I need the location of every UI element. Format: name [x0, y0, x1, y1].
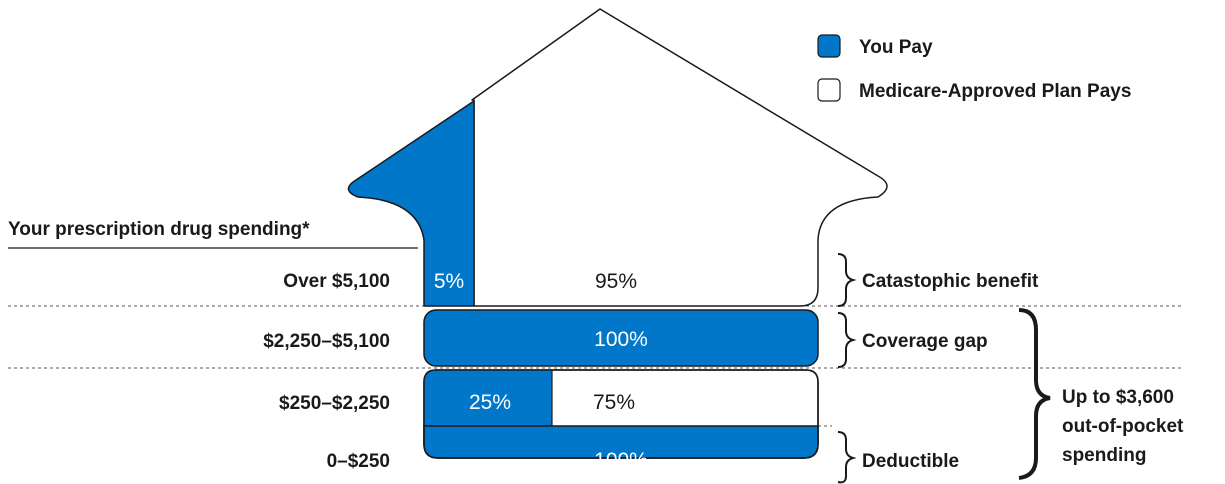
legend-swatch-you-pay [817, 34, 841, 58]
you-pay-percent: 100% [594, 449, 648, 472]
legend-swatch-plan-pays [817, 78, 841, 102]
spending-heading: Your prescription drug spending* [8, 219, 310, 240]
coverage-gap-label: Coverage gap [862, 331, 988, 352]
you-pay-percent: 5% [434, 270, 464, 293]
plan-pays-percent: 75% [593, 391, 635, 414]
you-pay-25-block [424, 370, 552, 426]
coverage-gap-brace [837, 312, 857, 368]
deductible-brace [837, 431, 857, 484]
tier-range-label: $250–$2,250 [279, 393, 390, 414]
catastrophic-label: Catastophic benefit [862, 271, 1039, 292]
deductible-label: Deductible [862, 451, 959, 472]
house-roof [471, 8, 888, 307]
legend-label-you-pay: You Pay [859, 37, 933, 58]
out-of-pocket-line: Up to $3,600 [1062, 387, 1174, 408]
you-pay-roof-column [347, 100, 475, 307]
catastrophic-brace [837, 253, 857, 307]
plan-pays-percent: 95% [595, 270, 637, 293]
tier-range-label: Over $5,100 [283, 271, 390, 292]
out-of-pocket-line: out-of-pocket [1062, 416, 1184, 437]
out-of-pocket-line: spending [1062, 445, 1146, 466]
tier-range-label: 0–$250 [327, 451, 390, 472]
out-of-pocket-brace [1018, 308, 1051, 480]
coverage-gap-bar [423, 309, 819, 367]
you-pay-percent: 25% [469, 391, 511, 414]
legend-label-plan-pays: Medicare-Approved Plan Pays [859, 81, 1131, 102]
tier-range-label: $2,250–$5,100 [263, 331, 390, 352]
you-pay-percent: 100% [594, 328, 648, 351]
house-base-outline [423, 369, 819, 459]
